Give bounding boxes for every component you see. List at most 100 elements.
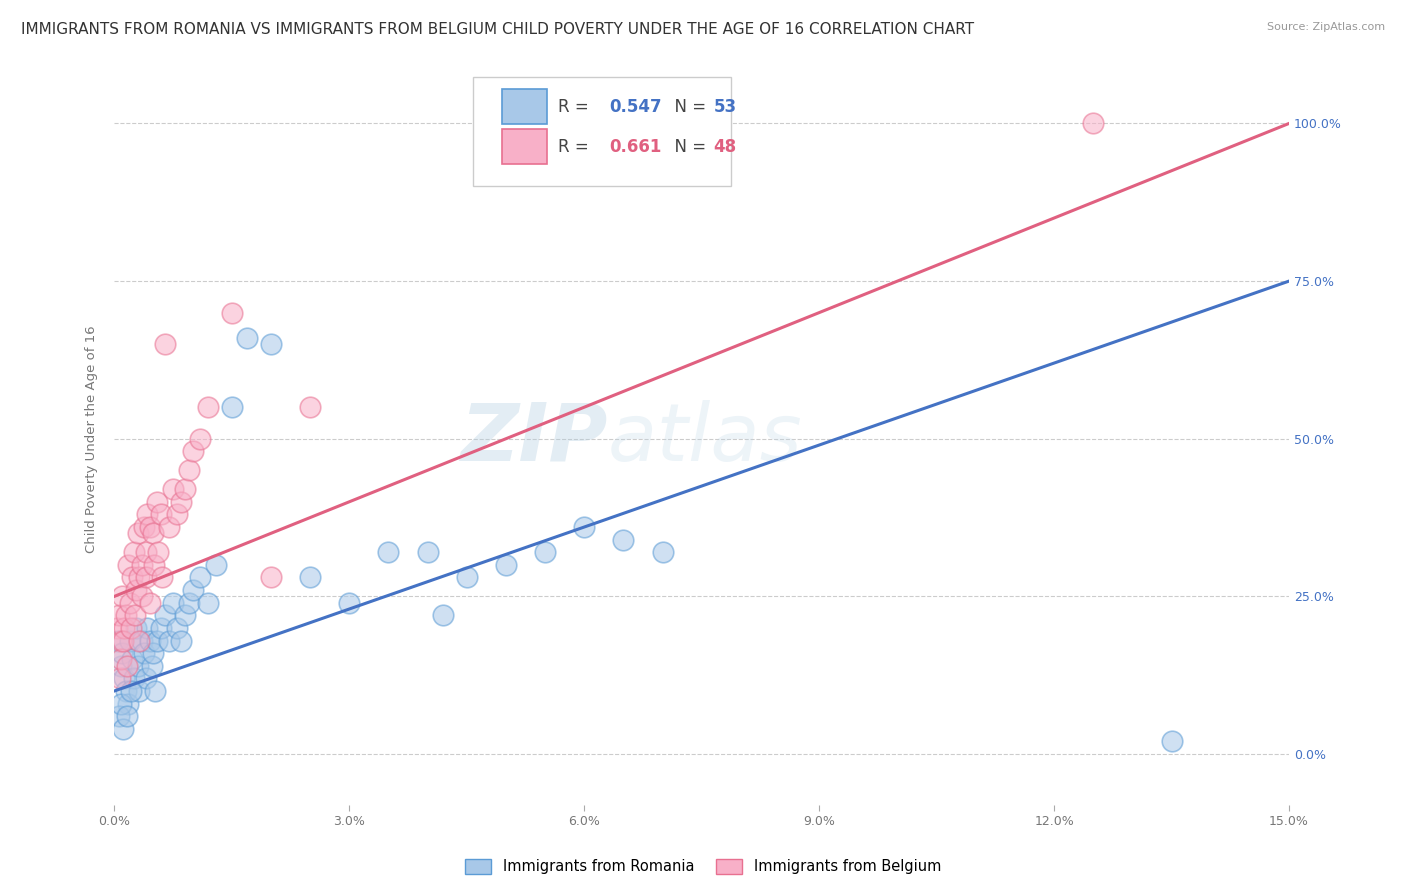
Point (299, 570, 322, 584)
Point (139, 596, 162, 610)
Point (170, 633, 193, 648)
Point (299, 401, 322, 415)
Point (108, 709, 131, 723)
Point (153, 337, 176, 351)
FancyBboxPatch shape (472, 77, 731, 186)
Point (112, 621, 135, 635)
Point (146, 545, 169, 559)
Point (1083, 116, 1105, 130)
Text: R =: R = (558, 97, 595, 116)
Point (132, 520, 155, 534)
Point (135, 570, 157, 584)
Point (146, 495, 169, 509)
Text: atlas: atlas (607, 400, 803, 478)
Point (166, 621, 188, 635)
Point (115, 608, 138, 623)
Point (197, 401, 219, 415)
Point (157, 520, 180, 534)
Point (117, 697, 139, 711)
Point (221, 401, 243, 415)
Point (173, 608, 195, 623)
Point (181, 444, 204, 458)
Point (162, 482, 184, 496)
Point (125, 583, 148, 598)
Point (260, 337, 283, 351)
Point (124, 608, 146, 623)
Text: N =: N = (664, 97, 711, 116)
Point (190, 432, 212, 446)
Point (153, 608, 176, 623)
Point (150, 508, 173, 522)
Point (205, 558, 228, 572)
Point (166, 508, 188, 522)
Point (138, 520, 160, 534)
Point (141, 658, 163, 673)
Point (190, 570, 212, 584)
Point (157, 633, 180, 648)
Point (236, 331, 259, 345)
Point (260, 570, 283, 584)
Point (143, 558, 166, 572)
Text: N =: N = (664, 138, 711, 156)
Point (136, 508, 159, 522)
Point (197, 596, 219, 610)
Text: 0.547: 0.547 (609, 97, 661, 116)
Point (416, 545, 439, 559)
Point (107, 633, 129, 648)
Point (495, 558, 517, 572)
Point (432, 608, 454, 623)
Point (177, 596, 200, 610)
Point (118, 596, 141, 610)
Point (136, 621, 159, 635)
Point (612, 533, 634, 547)
Text: 53: 53 (713, 97, 737, 116)
Point (108, 672, 131, 686)
Point (131, 633, 153, 648)
Text: ZIP: ZIP (460, 400, 607, 478)
Point (115, 658, 138, 673)
Point (110, 658, 132, 673)
Point (128, 570, 150, 584)
Point (135, 672, 157, 686)
Point (121, 570, 143, 584)
Point (534, 545, 557, 559)
Point (128, 633, 150, 648)
Point (142, 646, 165, 660)
FancyBboxPatch shape (502, 89, 547, 124)
Point (111, 722, 134, 736)
Point (162, 596, 184, 610)
Point (118, 633, 141, 648)
Point (112, 672, 135, 686)
Y-axis label: Child Poverty Under the Age of 16: Child Poverty Under the Age of 16 (86, 325, 98, 552)
Point (177, 463, 200, 477)
Point (138, 633, 160, 648)
Text: IMMIGRANTS FROM ROMANIA VS IMMIGRANTS FROM BELGIUM CHILD POVERTY UNDER THE AGE O: IMMIGRANTS FROM ROMANIA VS IMMIGRANTS FR… (21, 22, 974, 37)
Point (127, 658, 149, 673)
Point (121, 652, 143, 666)
Point (337, 596, 360, 610)
Point (456, 570, 478, 584)
Point (651, 545, 673, 559)
Point (221, 305, 243, 319)
Text: 0.661: 0.661 (609, 138, 661, 156)
Point (128, 684, 150, 698)
Legend: Immigrants from Romania, Immigrants from Belgium: Immigrants from Romania, Immigrants from… (458, 853, 948, 880)
Point (115, 684, 138, 698)
Point (108, 608, 131, 623)
Point (131, 590, 153, 604)
Point (122, 672, 145, 686)
Point (120, 684, 142, 698)
Text: Source: ZipAtlas.com: Source: ZipAtlas.com (1267, 22, 1385, 32)
Text: 48: 48 (713, 138, 737, 156)
Point (181, 583, 204, 598)
Point (107, 621, 129, 635)
Point (110, 633, 132, 648)
Point (150, 570, 173, 584)
FancyBboxPatch shape (502, 129, 547, 164)
Point (111, 633, 134, 648)
Point (1160, 734, 1182, 748)
Point (150, 621, 173, 635)
Point (377, 545, 399, 559)
Point (170, 495, 193, 509)
Point (111, 646, 134, 660)
